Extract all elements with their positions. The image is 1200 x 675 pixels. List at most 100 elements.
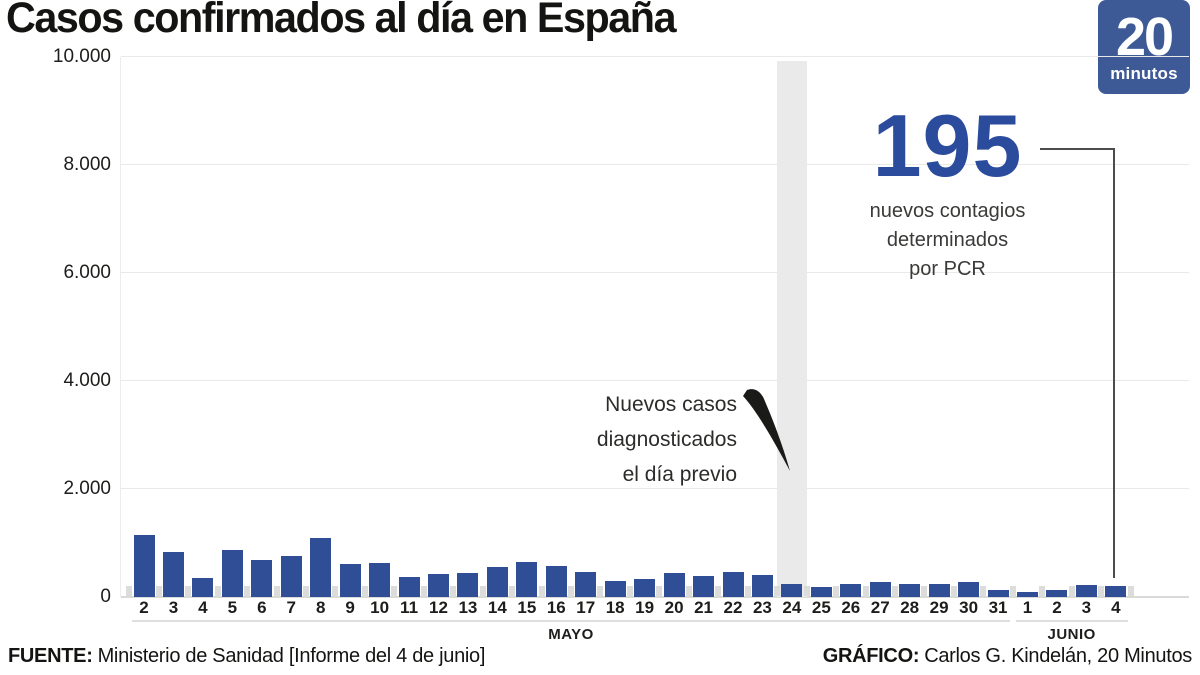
axis-gap-tick — [214, 586, 221, 596]
axis-gap-tick — [626, 586, 633, 596]
axis-gap-tick — [685, 586, 692, 596]
x-axis-day-label: 14 — [487, 598, 507, 617]
x-axis-day-label: 23 — [752, 598, 772, 617]
bar-day-12 — [428, 573, 449, 597]
axis-gap-tick — [1039, 586, 1046, 596]
annotation-arrow-icon — [743, 389, 790, 471]
graphic-credit: GRÁFICO: Carlos G. Kindelán, 20 Minutos — [823, 645, 1193, 668]
x-axis-day-label: 24 — [782, 598, 802, 617]
axis-gap-tick — [891, 586, 898, 596]
highlight-band — [776, 61, 807, 597]
bar-day-15 — [516, 562, 538, 597]
logo-20minutos: 20 minutos — [1098, 0, 1190, 94]
axis-gap-tick — [450, 586, 457, 596]
axis-gap-tick — [1009, 586, 1016, 596]
y-axis-tick-label: 6.000 — [63, 262, 111, 283]
bar-day-11 — [398, 576, 420, 597]
x-axis-day-label: 5 — [227, 598, 238, 617]
bar-day-5 — [221, 550, 243, 597]
bar-day-13 — [457, 573, 479, 597]
source-label: FUENTE: — [8, 645, 93, 667]
x-axis-day-label: 27 — [870, 598, 890, 617]
bar-day-6 — [251, 560, 273, 597]
axis-gap-tick — [597, 586, 604, 596]
callout-value: 195 — [872, 96, 1023, 195]
axis-gap-tick — [538, 586, 545, 596]
axis-gap-tick — [420, 586, 427, 596]
axis-gap-tick — [744, 586, 751, 596]
x-axis-day-label: 19 — [635, 598, 655, 617]
x-axis-day-label: 26 — [841, 598, 861, 617]
axis-gap-tick — [862, 586, 869, 596]
bar-day-8 — [310, 537, 332, 597]
page-title: Casos confirmados al día en España — [6, 0, 677, 42]
bar-day-31 — [987, 590, 1009, 597]
x-axis-day-label: 3 — [1081, 598, 1092, 617]
bar-day-14 — [486, 567, 508, 597]
bar-day-28 — [899, 584, 921, 597]
axis-gap-tick — [833, 586, 840, 596]
bar-day-20 — [663, 572, 685, 597]
x-axis-day-label: 25 — [811, 598, 831, 617]
bar-day-16 — [545, 565, 567, 597]
callout-line-vertical — [1113, 148, 1115, 578]
axis-gap-tick — [921, 586, 928, 596]
axis-gap-tick — [509, 586, 516, 596]
bar-day-2 — [133, 535, 155, 597]
axis-gap-tick — [332, 586, 339, 596]
x-axis-day-label: 21 — [694, 598, 713, 617]
x-axis-day-label: 6 — [257, 598, 267, 617]
band-annotation: Nuevos casos diagnosticados el día previ… — [596, 393, 737, 486]
callout-line-horizontal — [1040, 148, 1115, 150]
logo-number: 20 — [1115, 7, 1174, 67]
footer: FUENTE: Ministerio de Sanidad [Informe de… — [0, 645, 1200, 668]
y-axis-tick-label: 2.000 — [63, 478, 111, 499]
bar-day-3 — [162, 551, 184, 597]
gridline — [121, 164, 1189, 165]
month-bracket-junio — [1015, 620, 1128, 622]
month-label-junio: JUNIO — [1047, 626, 1096, 643]
axis-gap-tick — [361, 586, 368, 596]
axis-gap-tick — [126, 586, 133, 596]
axis-gap-tick — [302, 586, 309, 596]
axis-gap-tick — [391, 586, 398, 596]
bar-day-18 — [604, 581, 626, 597]
x-axis-day-label: 12 — [429, 598, 448, 617]
bar-day-22 — [722, 571, 744, 597]
gridline — [121, 56, 1189, 57]
bar-day-23 — [751, 574, 773, 597]
axis-gap-tick — [715, 586, 722, 596]
x-axis-day-label: 2 — [139, 598, 149, 617]
x-axis-day-label: 30 — [959, 598, 979, 617]
x-axis-line — [121, 596, 1189, 598]
axis-gap-tick — [1098, 586, 1105, 596]
gridline — [121, 380, 1189, 381]
x-axis-day-label: 2 — [1052, 598, 1062, 617]
logo-word: minutos — [1110, 64, 1178, 83]
x-axis-day-label: 28 — [900, 598, 920, 617]
source-credit: FUENTE: Ministerio de Sanidad [Informe de… — [8, 645, 485, 668]
x-axis-day-label: 22 — [723, 598, 743, 617]
x-axis-day-label: 18 — [605, 598, 625, 617]
bar-day-4 — [1105, 586, 1127, 597]
x-axis-day-label: 13 — [458, 598, 478, 617]
x-axis-day-label: 11 — [400, 598, 419, 617]
axis-gap-tick — [479, 586, 486, 596]
axis-gap-tick — [273, 586, 280, 596]
bar-day-17 — [575, 571, 597, 597]
credit-text: Carlos G. Kindelán, 20 Minutos — [924, 645, 1192, 667]
plot-area: 10.000 8.000 6.000 4.000 2.000 0 2 3 4 5 6 7 8 9 10 11 1… — [53, 46, 1189, 643]
axis-gap-tick — [1068, 586, 1075, 596]
axis-gap-tick — [656, 586, 663, 596]
x-axis-day-label: 7 — [286, 598, 296, 617]
axis-gap-tick — [155, 586, 162, 596]
bar-day-24 — [781, 583, 803, 597]
x-axis-day-label: 9 — [345, 598, 355, 617]
callout-caption: nuevos contagios determinados por PCR — [869, 200, 1026, 280]
x-axis-day-label: 15 — [517, 598, 537, 617]
axis-gap-tick — [980, 586, 987, 596]
y-axis-tick-label: 4.000 — [63, 370, 111, 391]
axis-gap-tick — [568, 586, 575, 596]
axis-gap-tick — [803, 586, 810, 596]
